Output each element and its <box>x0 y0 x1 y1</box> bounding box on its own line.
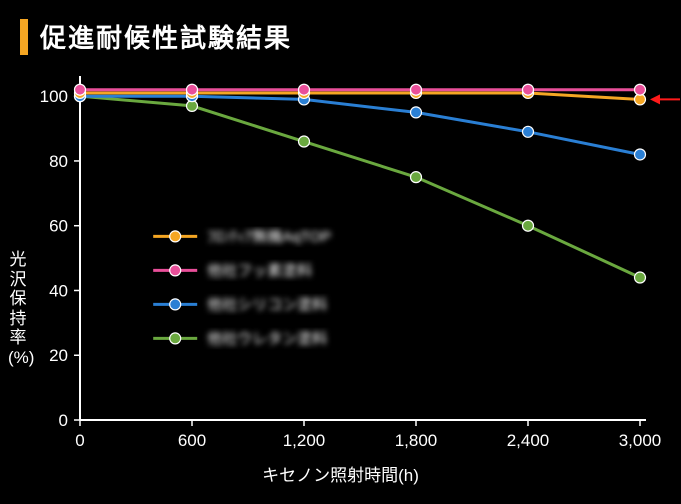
y-tick-label: 40 <box>49 281 68 300</box>
chart-title: 促進耐候性試験結果 <box>40 18 292 55</box>
y-tick-label: 60 <box>49 217 68 236</box>
series-green-line <box>80 96 640 277</box>
x-tick-label: 2,400 <box>507 431 550 450</box>
x-tick-label: 600 <box>178 431 206 450</box>
series-magenta-marker <box>411 84 422 95</box>
series-blue-marker <box>411 107 422 118</box>
legend-marker-series-magenta <box>170 265 181 276</box>
y-tick-label: 100 <box>40 87 68 106</box>
arrow-annotation-head <box>650 94 660 104</box>
x-tick-label: 0 <box>75 431 84 450</box>
legend-label-series-magenta: 他社フッ素塗料 <box>207 261 312 279</box>
x-tick-label: 1,200 <box>283 431 326 450</box>
chart-area: 光沢保持率(%) 02040608010006001,2001,8002,400… <box>0 70 681 490</box>
series-blue-marker <box>635 149 646 160</box>
y-tick-label: 20 <box>49 346 68 365</box>
series-magenta-marker <box>523 84 534 95</box>
legend-label-series-green: 他社ウレタン塗料 <box>207 329 327 347</box>
series-green-marker <box>411 172 422 183</box>
series-magenta-marker <box>299 84 310 95</box>
y-tick-label: 80 <box>49 152 68 171</box>
series-blue-marker <box>523 126 534 137</box>
y-tick-label: 0 <box>59 411 68 430</box>
series-green-marker <box>635 272 646 283</box>
legend-label-series-orange: ﾌﾛﾝﾃｨｱ無機AqTOP <box>207 228 331 245</box>
series-magenta-marker <box>75 84 86 95</box>
legend-marker-series-blue <box>170 299 181 310</box>
chart-title-wrap: 促進耐候性試験結果 <box>20 18 292 55</box>
series-magenta-marker <box>635 84 646 95</box>
x-tick-label: 1,800 <box>395 431 438 450</box>
x-axis-label: キセノン照射時間(h) <box>0 461 681 486</box>
chart-svg: 0 20 40 60 80 100 0 600 1,200 1,800 2,400 3,000 ﾌﾛﾝﾃ… <box>0 70 681 470</box>
legend-marker-series-green <box>170 333 181 344</box>
series-magenta-marker <box>187 84 198 95</box>
legend-marker-series-orange <box>170 231 181 242</box>
series-green-marker <box>299 136 310 147</box>
x-tick-label: 3,000 <box>619 431 662 450</box>
series-green-marker <box>523 220 534 231</box>
legend-label-series-blue: 他社シリコン塗料 <box>207 295 327 313</box>
title-accent-bar <box>20 19 28 55</box>
